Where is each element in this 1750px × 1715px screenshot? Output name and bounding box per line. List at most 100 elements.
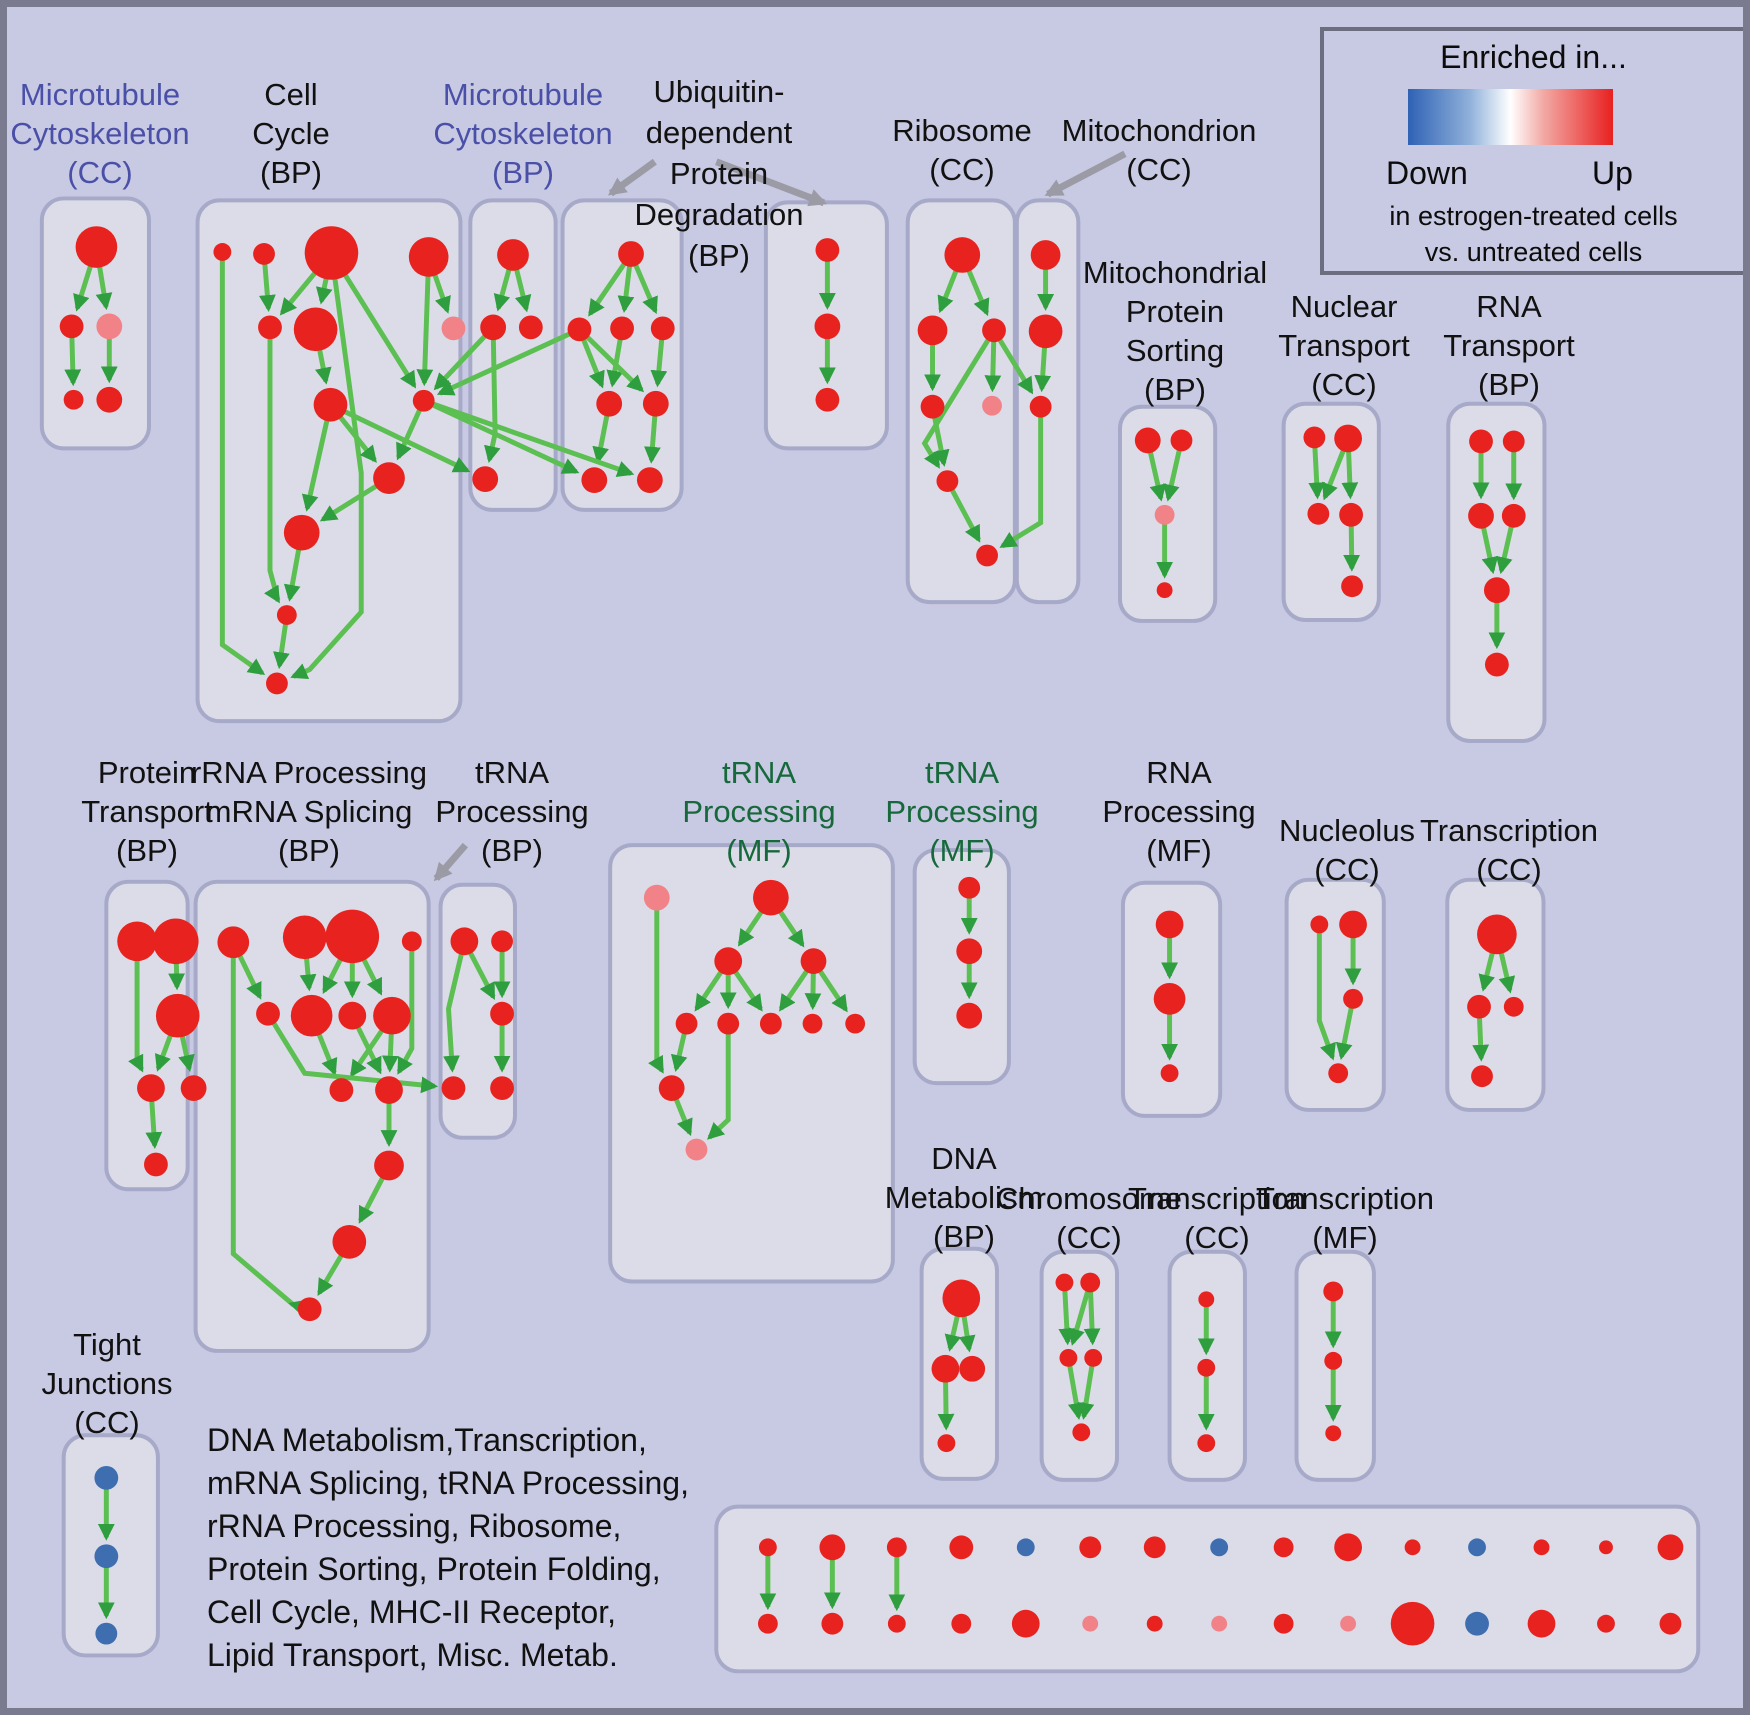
label-microtubule-cc: Microtubule Cytoskeleton (CC) [10,77,190,190]
node-microtubule-bp-1-2 [518,315,543,340]
node-trna-mf-large-9 [658,1075,685,1101]
node-tight-junctions-1 [94,1544,119,1569]
node-rrna-mrna-6 [338,1001,367,1030]
node-misc-strip-22 [1211,1615,1228,1632]
node-cell-cycle-4 [258,315,282,340]
node-trna-mf-large-3 [800,948,827,975]
edge-arrow [263,327,281,604]
node-nucleolus-0 [1310,915,1329,934]
node-misc-strip-0 [758,1538,777,1557]
node-microtubule-cc-1 [59,314,84,339]
label-trna-bp: tRNA Processing (BP) [435,755,589,868]
node-rna-processing-mf-1 [1153,982,1186,1015]
node-microtubule-cc-0 [75,226,118,268]
edge-arrow [1083,1282,1101,1346]
node-chromosome-2 [1059,1348,1078,1367]
node-misc-strip-1 [819,1534,846,1561]
label-cell-cycle: Cell Cycle (BP) [252,77,330,190]
node-rna-transport-4 [1483,577,1510,604]
node-dna-metabolism-0 [942,1279,981,1318]
node-misc-strip-13 [1599,1540,1613,1555]
node-trna-mf-small-0 [958,876,981,899]
node-nuclear-transport-4 [1341,575,1363,598]
node-nuclear-transport-2 [1307,502,1330,525]
label-misc-clusters: DNA Metabolism,Transcription, mRNA Splic… [207,1422,689,1673]
node-nucleolus-2 [1343,988,1363,1009]
node-microtubule-bp-2-ubiquitin-0 [618,241,644,267]
node-rna-transport-5 [1484,652,1509,677]
node-cell-cycle-10 [283,514,320,551]
node-misc-strip-9 [1334,1533,1362,1562]
node-misc-strip-21 [1146,1615,1163,1632]
node-dna-metabolism-1 [931,1354,960,1383]
node-protein-transport-2 [155,993,200,1038]
node-ubiquitin-chain-0 [815,238,840,262]
node-trna-mf-large-4 [675,1012,698,1035]
annotation-arrow [1044,150,1127,198]
annotation-arrow [715,158,828,207]
node-dna-metabolism-2 [959,1355,986,1382]
node-misc-strip-15 [757,1613,778,1634]
label-mitochondrion: Mitochondrion (CC) [1061,113,1257,187]
node-microtubule-bp-2-ubiquitin-6 [581,467,608,493]
node-rrna-mrna-11 [332,1224,367,1259]
cluster-box-nucleolus [1284,877,1386,1112]
node-microtubule-bp-1-0 [497,239,529,271]
node-rrna-mrna-7 [373,996,411,1035]
node-rrna-mrna-5 [290,994,333,1037]
node-rrna-mrna-9 [375,1076,403,1104]
node-transcription-cc-1 [1467,994,1491,1019]
edge-arrow [577,327,645,393]
node-rna-transport-2 [1468,502,1494,529]
node-cell-cycle-12 [266,672,288,695]
node-misc-strip-18 [951,1613,972,1634]
node-tight-junctions-2 [95,1622,118,1645]
node-microtubule-bp-2-ubiquitin-2 [610,316,634,341]
node-transcription-cc-2-0 [1198,1291,1215,1308]
node-trna-bp-4 [490,1076,514,1101]
node-rrna-mrna-0 [217,926,250,959]
edge-arrow [443,940,467,1073]
node-mito-protein-sorting-3 [1156,582,1173,599]
cluster-box-trna-mf-large [608,843,895,1284]
node-ubiquitin-chain-1 [814,313,841,340]
cluster-box-transcription-cc [1445,877,1546,1112]
node-rna-transport-1 [1502,430,1525,453]
edge-arrow [991,329,1034,395]
node-cell-cycle-11 [276,605,297,625]
node-trna-mf-large-0 [643,884,670,911]
edge-arrow [301,404,333,512]
node-nucleolus-3 [1328,1063,1349,1084]
node-misc-strip-28 [1597,1614,1615,1633]
node-protein-transport-4 [180,1075,207,1101]
edge-arrow [707,1023,731,1140]
network-diagram [39,150,1701,1674]
edge-arrow [921,329,997,469]
node-protein-transport-1 [152,918,199,965]
node-cell-cycle-8 [313,387,348,422]
node-microtubule-bp-2-ubiquitin-4 [596,390,623,417]
node-rna-transport-0 [1469,429,1493,454]
node-transcription-cc-2-1 [1197,1358,1216,1377]
node-misc-strip-14 [1657,1534,1684,1561]
label-trna-mf-1: tRNA Processing (MF) [682,755,836,868]
edge-arrow [999,406,1044,549]
node-mitochondrion-2 [1029,395,1052,418]
label-rna-transport: RNA Transport (BP) [1443,289,1575,402]
node-transcription-mf-2 [1325,1425,1342,1442]
node-microtubule-cc-3 [63,389,84,410]
node-cell-cycle-3 [408,237,449,277]
node-misc-strip-10 [1404,1539,1421,1556]
cluster-box-misc-strip [714,1504,1701,1674]
node-ribosome-2 [982,318,1006,343]
node-rrna-mrna-10 [374,1150,404,1181]
label-protein-transport: Protein Transport (BP) [81,755,213,868]
node-protein-transport-0 [117,921,157,962]
node-tight-junctions-0 [94,1465,119,1490]
node-transcription-cc-3 [1471,1065,1493,1088]
node-trna-mf-large-8 [845,1013,866,1034]
node-microtubule-bp-2-ubiquitin-5 [642,390,669,417]
node-mitochondrion-0 [1030,240,1061,270]
legend-down-label: Down [1386,155,1468,191]
